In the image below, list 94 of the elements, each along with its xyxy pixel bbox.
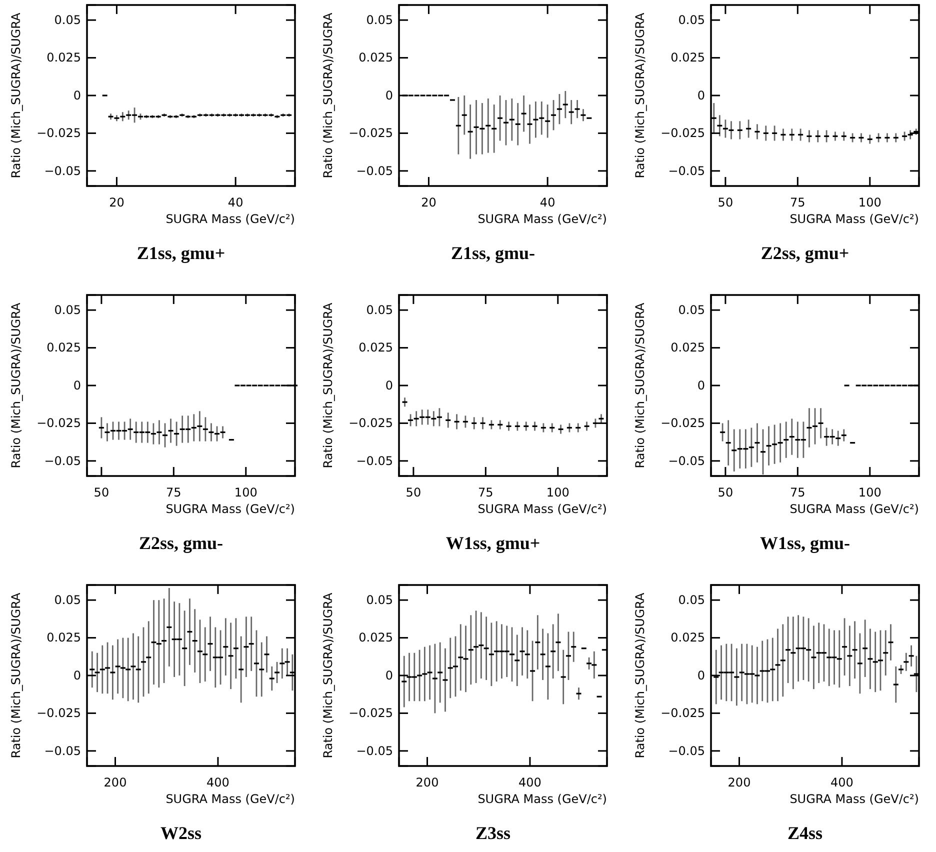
y-axis-title: Ratio (Mich_SUGRA)/SUGRA bbox=[321, 592, 335, 758]
y-tick-label: 0 bbox=[73, 378, 81, 392]
x-tick-label: 400 bbox=[830, 776, 854, 790]
y-axis-title: Ratio (Mich_SUGRA)/SUGRA bbox=[633, 592, 647, 758]
x-tick-label: 50 bbox=[406, 486, 422, 500]
text: W1ss, gmu- bbox=[760, 533, 850, 553]
text: Z4ss bbox=[787, 823, 823, 843]
x-tick-label: 20 bbox=[109, 196, 124, 210]
y-tick-label: 0.05 bbox=[678, 12, 705, 27]
y-tick-label: 0.025 bbox=[46, 340, 81, 355]
y-tick-label: 0 bbox=[73, 88, 81, 102]
y-tick-label: 0.05 bbox=[54, 592, 81, 607]
x-tick-label: 100 bbox=[858, 486, 882, 500]
y-tick-label: 0.025 bbox=[670, 340, 705, 355]
y-tick-label: 0.05 bbox=[54, 12, 81, 27]
y-tick-label: −0.025 bbox=[348, 126, 393, 140]
x-tick-label: 75 bbox=[478, 486, 494, 500]
y-tick-label: −0.025 bbox=[348, 416, 393, 430]
x-tick-label: 75 bbox=[790, 196, 806, 210]
x-tick-label: 50 bbox=[718, 486, 734, 500]
y-tick-label: −0.025 bbox=[36, 126, 81, 140]
y-tick-label: 0.05 bbox=[366, 12, 393, 27]
x-tick-label: 200 bbox=[416, 776, 439, 790]
x-tick-label: 100 bbox=[858, 196, 882, 210]
y-tick-label: 0 bbox=[385, 378, 393, 392]
x-tick-label: 200 bbox=[728, 776, 751, 790]
x-axis-title: SUGRA Mass (GeV/c²) bbox=[790, 212, 919, 226]
y-tick-label: 0 bbox=[385, 88, 393, 102]
y-axis-title: Ratio (Mich_SUGRA)/SUGRA bbox=[633, 302, 647, 468]
y-axis-title: Ratio (Mich_SUGRA)/SUGRA bbox=[9, 302, 23, 468]
text: W2ss bbox=[160, 823, 202, 843]
y-tick-label: 0 bbox=[385, 668, 393, 682]
y-tick-label: −0.05 bbox=[668, 454, 705, 468]
x-tick-label: 20 bbox=[421, 196, 436, 210]
x-tick-label: 50 bbox=[94, 486, 110, 500]
y-axis-title: Ratio (Mich_SUGRA)/SUGRA bbox=[9, 12, 23, 178]
y-tick-label: 0.025 bbox=[358, 630, 393, 645]
y-tick-label: 0.025 bbox=[670, 630, 705, 645]
y-tick-label: 0.05 bbox=[678, 592, 705, 607]
x-axis-title: SUGRA Mass (GeV/c²) bbox=[166, 212, 295, 226]
x-axis-title: SUGRA Mass (GeV/c²) bbox=[790, 502, 919, 516]
y-tick-label: −0.025 bbox=[348, 706, 393, 720]
y-tick-label: −0.05 bbox=[356, 744, 393, 758]
y-tick-label: −0.05 bbox=[44, 454, 81, 468]
y-tick-label: 0.05 bbox=[678, 302, 705, 317]
y-tick-label: −0.05 bbox=[668, 164, 705, 178]
x-tick-label: 200 bbox=[104, 776, 127, 790]
y-tick-label: −0.05 bbox=[668, 744, 705, 758]
text: Z3ss bbox=[475, 823, 511, 843]
y-tick-label: 0 bbox=[697, 668, 705, 682]
x-tick-label: 100 bbox=[234, 486, 258, 500]
y-tick-label: −0.025 bbox=[660, 706, 705, 720]
x-axis-title: SUGRA Mass (GeV/c²) bbox=[166, 502, 295, 516]
y-tick-label: 0.025 bbox=[358, 340, 393, 355]
x-tick-label: 40 bbox=[540, 196, 556, 210]
y-axis-title: Ratio (Mich_SUGRA)/SUGRA bbox=[321, 12, 335, 178]
y-tick-label: 0 bbox=[73, 668, 81, 682]
x-tick-label: 75 bbox=[166, 486, 182, 500]
y-tick-label: −0.025 bbox=[36, 706, 81, 720]
y-tick-label: −0.05 bbox=[44, 164, 81, 178]
x-tick-label: 400 bbox=[206, 776, 230, 790]
text: Z2ss, gmu- bbox=[138, 533, 224, 553]
y-tick-label: 0 bbox=[697, 88, 705, 102]
y-tick-label: 0 bbox=[697, 378, 705, 392]
x-tick-label: 400 bbox=[518, 776, 542, 790]
x-axis-title: SUGRA Mass (GeV/c²) bbox=[790, 792, 919, 806]
x-axis-title: SUGRA Mass (GeV/c²) bbox=[478, 502, 607, 516]
x-axis-title: SUGRA Mass (GeV/c²) bbox=[166, 792, 295, 806]
y-tick-label: −0.025 bbox=[660, 126, 705, 140]
y-tick-label: 0.025 bbox=[46, 50, 81, 65]
x-axis-title: SUGRA Mass (GeV/c²) bbox=[478, 792, 607, 806]
y-tick-label: −0.05 bbox=[356, 164, 393, 178]
y-axis-title: Ratio (Mich_SUGRA)/SUGRA bbox=[321, 302, 335, 468]
x-tick-label: 50 bbox=[718, 196, 734, 210]
x-tick-label: 40 bbox=[228, 196, 244, 210]
y-tick-label: −0.05 bbox=[356, 454, 393, 468]
y-tick-label: −0.025 bbox=[660, 416, 705, 430]
y-axis-title: Ratio (Mich_SUGRA)/SUGRA bbox=[633, 12, 647, 178]
y-tick-label: 0.05 bbox=[54, 302, 81, 317]
text: Z1ss, gmu+ bbox=[136, 243, 226, 263]
y-tick-label: −0.025 bbox=[36, 416, 81, 430]
y-tick-label: 0.05 bbox=[366, 592, 393, 607]
y-axis-title: Ratio (Mich_SUGRA)/SUGRA bbox=[9, 592, 23, 758]
y-tick-label: −0.05 bbox=[44, 744, 81, 758]
x-tick-label: 100 bbox=[546, 486, 570, 500]
y-tick-label: 0.025 bbox=[670, 50, 705, 65]
x-axis-title: SUGRA Mass (GeV/c²) bbox=[478, 212, 607, 226]
text: W1ss, gmu+ bbox=[446, 533, 540, 553]
text: Z1ss, gmu- bbox=[450, 243, 536, 263]
y-tick-label: 0.05 bbox=[366, 302, 393, 317]
text: Z2ss, gmu+ bbox=[760, 243, 850, 263]
x-tick-label: 75 bbox=[790, 486, 806, 500]
y-tick-label: 0.025 bbox=[46, 630, 81, 645]
y-tick-label: 0.025 bbox=[358, 50, 393, 65]
